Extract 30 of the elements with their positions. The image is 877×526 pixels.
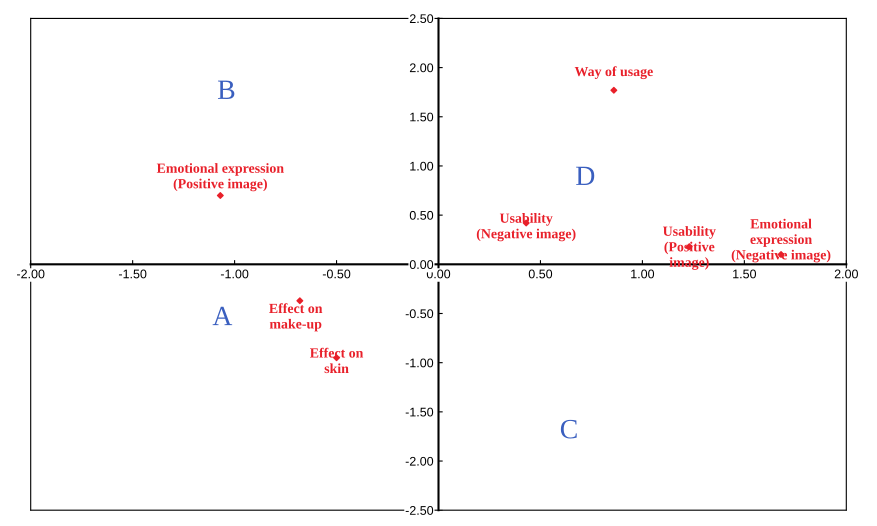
y-tick-label: 0.00 [410, 260, 434, 269]
data-label: Way of usage [574, 66, 653, 80]
x-tick-label: -0.50 [322, 270, 350, 278]
annotation: C [560, 420, 577, 438]
x-tick-label: 0.50 [528, 270, 552, 278]
y-tick-label: 2.00 [410, 63, 434, 72]
y-tick-label: -1.50 [406, 408, 434, 417]
x-tick-label: -1.50 [118, 270, 146, 278]
y-tick-label: 1.00 [410, 162, 434, 171]
y-tick-label: -2.50 [406, 506, 434, 515]
x-tick-label: 1.50 [733, 270, 756, 278]
annotation: B [218, 80, 234, 99]
point [610, 86, 618, 94]
data-label: Emotional expression (Negative image) [732, 218, 830, 262]
annotation: A [212, 306, 232, 326]
y-tick-label: -0.50 [406, 309, 434, 318]
point [216, 192, 224, 199]
data-label: Effect on make-up [269, 303, 322, 332]
data-label: Effect on skin [310, 348, 364, 374]
data-label: Emotional expression (Positive image) [156, 163, 284, 192]
y-tick-label: 0.50 [410, 210, 434, 220]
x-tick-label: 2.00 [834, 270, 858, 278]
x-tick-label: 1.00 [631, 270, 654, 278]
y-tick-label: 2.50 [410, 14, 434, 24]
y-tick-label: -2.00 [406, 456, 434, 466]
y-tick-label: 1.50 [410, 112, 434, 122]
x-tick-label: -1.00 [220, 270, 248, 278]
y-tick-label: -1.00 [406, 358, 434, 368]
x-tick-label: -2.00 [17, 270, 44, 278]
annotation: D [576, 166, 594, 185]
